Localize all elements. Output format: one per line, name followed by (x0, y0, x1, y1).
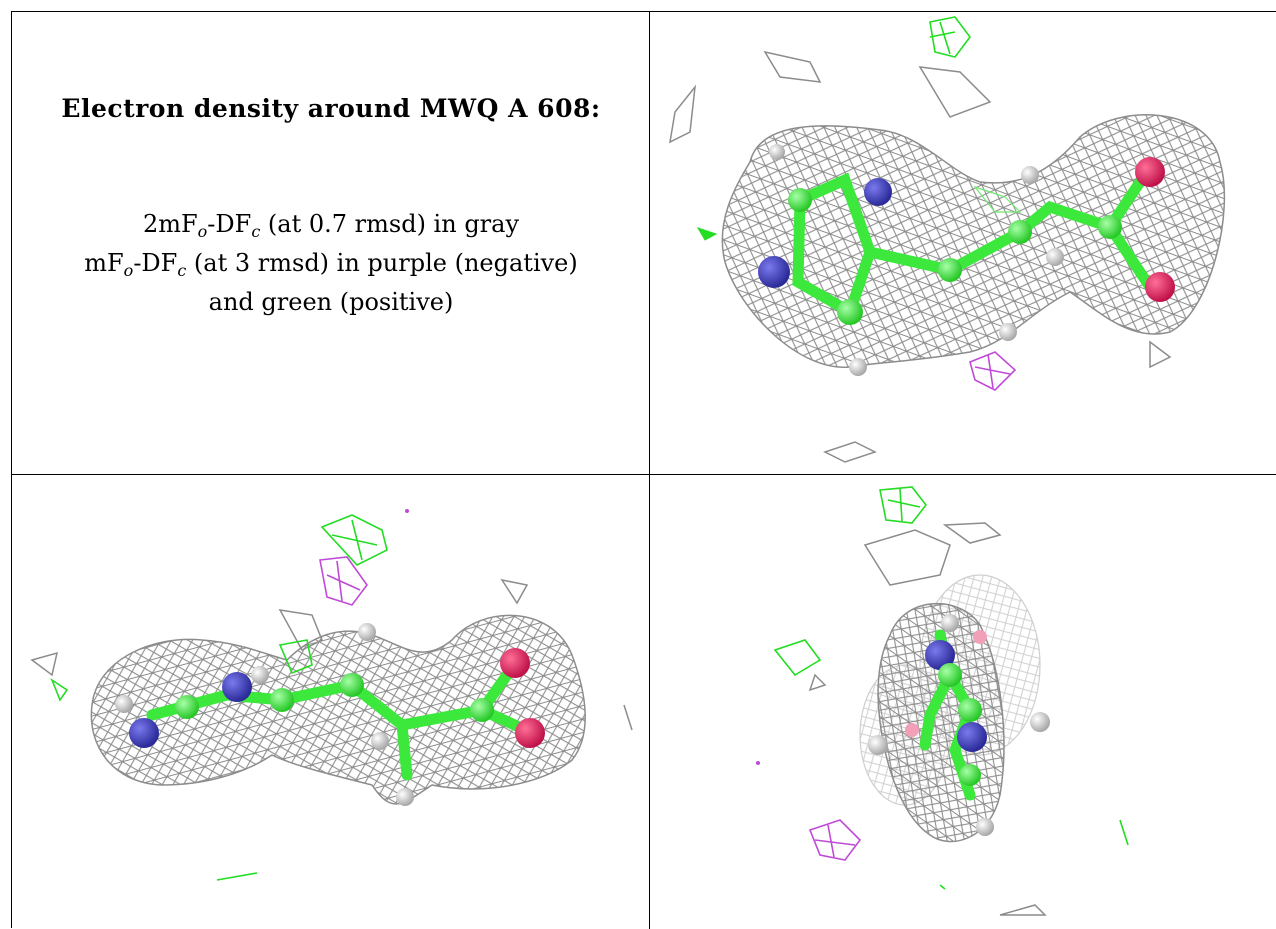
mesh-fragment (30, 578, 633, 731)
mesh-fofc-negative (969, 351, 1017, 391)
caption-line-2fofc: 2mFo-DFc (at 0.7 rmsd) in gray (142, 210, 520, 241)
mesh-fofc-positive (973, 185, 1022, 213)
density-view-1 (650, 12, 1276, 475)
caption-cell: Electron density around MWQ A 608: 2mFo-… (12, 12, 650, 475)
caption-line-green: and green (positive) (208, 288, 454, 316)
density-view-2 (12, 475, 650, 929)
caption-body: 2mFo-DFc (at 0.7 rmsd) in gray mFo-DFc (… (12, 205, 649, 322)
mesh-fofc-positive (879, 486, 928, 524)
molecule-atoms (115, 623, 545, 806)
molecule-atoms (868, 614, 1050, 836)
caption-title: Electron density around MWQ A 608: (61, 94, 601, 123)
density-view-3 (650, 475, 1276, 929)
mesh-fofc-positive (320, 514, 388, 566)
mesh-fofc-positive (773, 639, 1129, 890)
mesh-2fofc (90, 614, 586, 805)
mesh-fofc-negative (319, 556, 368, 606)
caption-line-fofc: mFo-DFc (at 3 rmsd) in purple (negative) (84, 249, 578, 280)
mesh-fofc-positive (50, 639, 313, 881)
mesh-fofc-positive (696, 227, 718, 241)
figure-table: Electron density around MWQ A 608: 2mFo-… (11, 11, 1276, 929)
mesh-fofc-negative (808, 819, 862, 861)
mesh-fragment (808, 522, 1047, 916)
molecule-atoms (758, 144, 1175, 376)
mesh-fragment (669, 50, 1172, 463)
mesh-fofc-positive (929, 16, 971, 58)
